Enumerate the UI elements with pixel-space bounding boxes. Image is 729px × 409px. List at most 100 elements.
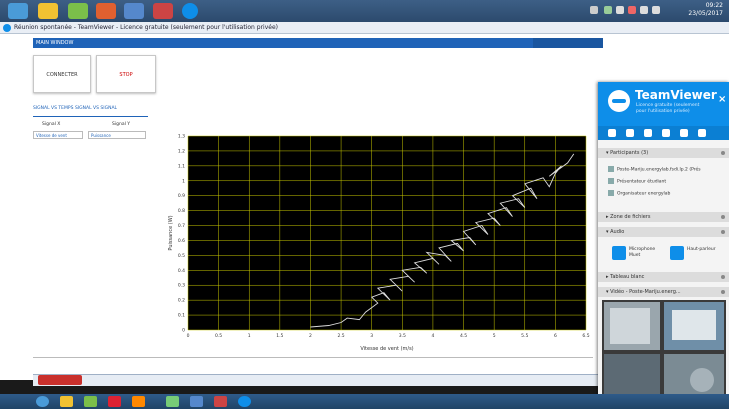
x-tick-label: 0.5 — [215, 333, 222, 339]
participant-item[interactable]: Organisateur energylab — [608, 190, 670, 197]
y-tick-label: 0.7 — [178, 223, 185, 229]
settings-icon[interactable] — [721, 151, 725, 155]
app-icon[interactable] — [68, 3, 88, 19]
section-whiteboard[interactable]: ▸ Tableau blanc — [598, 272, 729, 282]
teamviewer-taskbar-icon[interactable] — [182, 3, 198, 19]
excel-icon[interactable] — [84, 396, 97, 407]
settings-icon[interactable] — [721, 275, 725, 279]
tab-underline — [33, 116, 148, 117]
connect-button[interactable]: CONNECTER — [33, 55, 91, 93]
signal-x-select[interactable]: Vitesse de vent — [33, 131, 83, 139]
xy-chart: 0 0.5 1 1.5 2 2.5 3 3.5 4 4.5 5 5.5 6 6.5 0 0.1 0.2 0.3 0.… — [168, 134, 590, 353]
app3-icon[interactable] — [153, 3, 173, 19]
x-tick-label: 4 — [431, 333, 434, 339]
tray-icon[interactable] — [590, 6, 598, 14]
signal-x-label: Signal X — [42, 122, 61, 127]
tray-icon[interactable] — [604, 6, 612, 14]
browser-icon[interactable] — [132, 396, 145, 407]
window-title: Réunion spontanée - TeamViewer - Licence… — [14, 24, 278, 31]
settings-icon[interactable] — [721, 215, 725, 219]
app-icon[interactable] — [214, 396, 227, 407]
whiteboard-title: Tableau blanc — [610, 274, 645, 280]
speaker-icon[interactable] — [670, 246, 684, 260]
teamviewer-subtitle: Licence gratuite (seulement pour l'utili… — [636, 103, 700, 114]
y-tick-label: 0.3 — [178, 283, 185, 289]
signal-y-label: Signal Y — [112, 122, 131, 127]
record-button[interactable] — [38, 375, 82, 385]
teamviewer-icon — [3, 24, 11, 32]
x-tick-label: 3.5 — [399, 333, 406, 339]
folder-icon[interactable] — [38, 3, 58, 19]
audio-title: Audio — [610, 229, 625, 235]
tab-signal-vs-signal[interactable]: SIGNAL VS SIGNAL — [75, 106, 118, 111]
bottom-taskbar — [0, 394, 729, 409]
x-tick-label: 4.5 — [460, 333, 467, 339]
participant-item[interactable]: Présentateur étudiant — [608, 178, 666, 185]
x-tick-label: 3 — [370, 333, 373, 339]
settings-icon[interactable] — [721, 230, 725, 234]
app-icon[interactable] — [166, 396, 179, 407]
bottom-panel — [33, 374, 603, 386]
tray-icon[interactable] — [652, 6, 660, 14]
divider — [33, 357, 593, 358]
x-tick-label: 2.5 — [337, 333, 344, 339]
files-icon[interactable] — [662, 129, 670, 137]
participant-name: Présentateur étudiant — [617, 179, 667, 185]
y-tick-label: 0.1 — [178, 313, 185, 319]
clock-time: 09:22 — [705, 2, 723, 9]
folder-icon[interactable] — [60, 396, 73, 407]
y-tick-label: 0.4 — [178, 268, 185, 274]
teamviewer-taskbar-icon[interactable] — [238, 396, 251, 407]
plot-area — [188, 136, 586, 330]
signal-y-select[interactable]: Puissance — [88, 131, 146, 139]
y-tick-label: 1.2 — [178, 148, 185, 154]
section-audio[interactable]: ▾ Audio — [598, 227, 729, 237]
signal-y-value: Puissance — [91, 133, 111, 138]
user-icon — [608, 178, 614, 184]
app-header-bar: MAIN WINDOW — [33, 38, 603, 48]
settings-icon[interactable] — [721, 290, 725, 294]
chat-icon[interactable] — [644, 129, 652, 137]
mic-label: Microphone Muet — [629, 247, 656, 258]
x-tick-label: 1 — [248, 333, 251, 339]
close-icon[interactable]: × — [718, 94, 727, 105]
y-tick-label: 0.8 — [178, 208, 185, 214]
participant-name: Organisateur energylab — [617, 191, 671, 197]
y-tick-label: 1 — [182, 178, 185, 184]
check-icon[interactable] — [680, 129, 688, 137]
x-tick-label: 2 — [309, 333, 312, 339]
sync-icon[interactable] — [626, 129, 634, 137]
speaker-label: Haut-parleur — [687, 247, 716, 252]
teamviewer-logo-icon — [608, 90, 630, 112]
microphone-icon[interactable] — [612, 246, 626, 260]
tray-icon[interactable] — [616, 6, 624, 14]
x-tick-label: 6.5 — [582, 333, 589, 339]
tray-icon[interactable] — [628, 6, 636, 14]
y-tick-label: 0.9 — [178, 193, 185, 199]
participant-item[interactable]: Poste-Mariju.energylab.fsdi.lp.2 (Prés — [608, 166, 701, 173]
app2-icon[interactable] — [124, 3, 144, 19]
section-participants[interactable]: ▾ Participants (3) — [598, 148, 729, 158]
series-line — [310, 153, 575, 328]
app-header-extra — [533, 38, 603, 48]
tab-signal-vs-time[interactable]: SIGNAL VS TEMPS — [33, 106, 74, 111]
browser-icon[interactable] — [96, 3, 116, 19]
files-title: Zone de fichiers — [610, 214, 651, 220]
app-icon[interactable] — [190, 396, 203, 407]
collapse-icon[interactable] — [698, 129, 706, 137]
start-icon[interactable] — [8, 3, 28, 19]
section-video[interactable]: ▾ Vidéo - Poste-Mariju.energ... — [598, 287, 729, 297]
x-tick-label: 6 — [554, 333, 557, 339]
stop-button[interactable]: STOP — [96, 55, 156, 93]
tray-icon[interactable] — [640, 6, 648, 14]
start-icon[interactable] — [36, 396, 49, 407]
section-files[interactable]: ▸ Zone de fichiers — [598, 212, 729, 222]
app-icon[interactable] — [108, 396, 121, 407]
system-clock[interactable]: 09:22 23/05/2017 — [688, 2, 723, 18]
camera-icon[interactable] — [608, 129, 616, 137]
user-icon — [608, 190, 614, 196]
y-axis-label: Puissance (W) — [168, 215, 174, 250]
app-header-title: MAIN WINDOW — [36, 40, 74, 46]
video-title: Vidéo - Poste-Mariju.energ... — [610, 289, 681, 295]
